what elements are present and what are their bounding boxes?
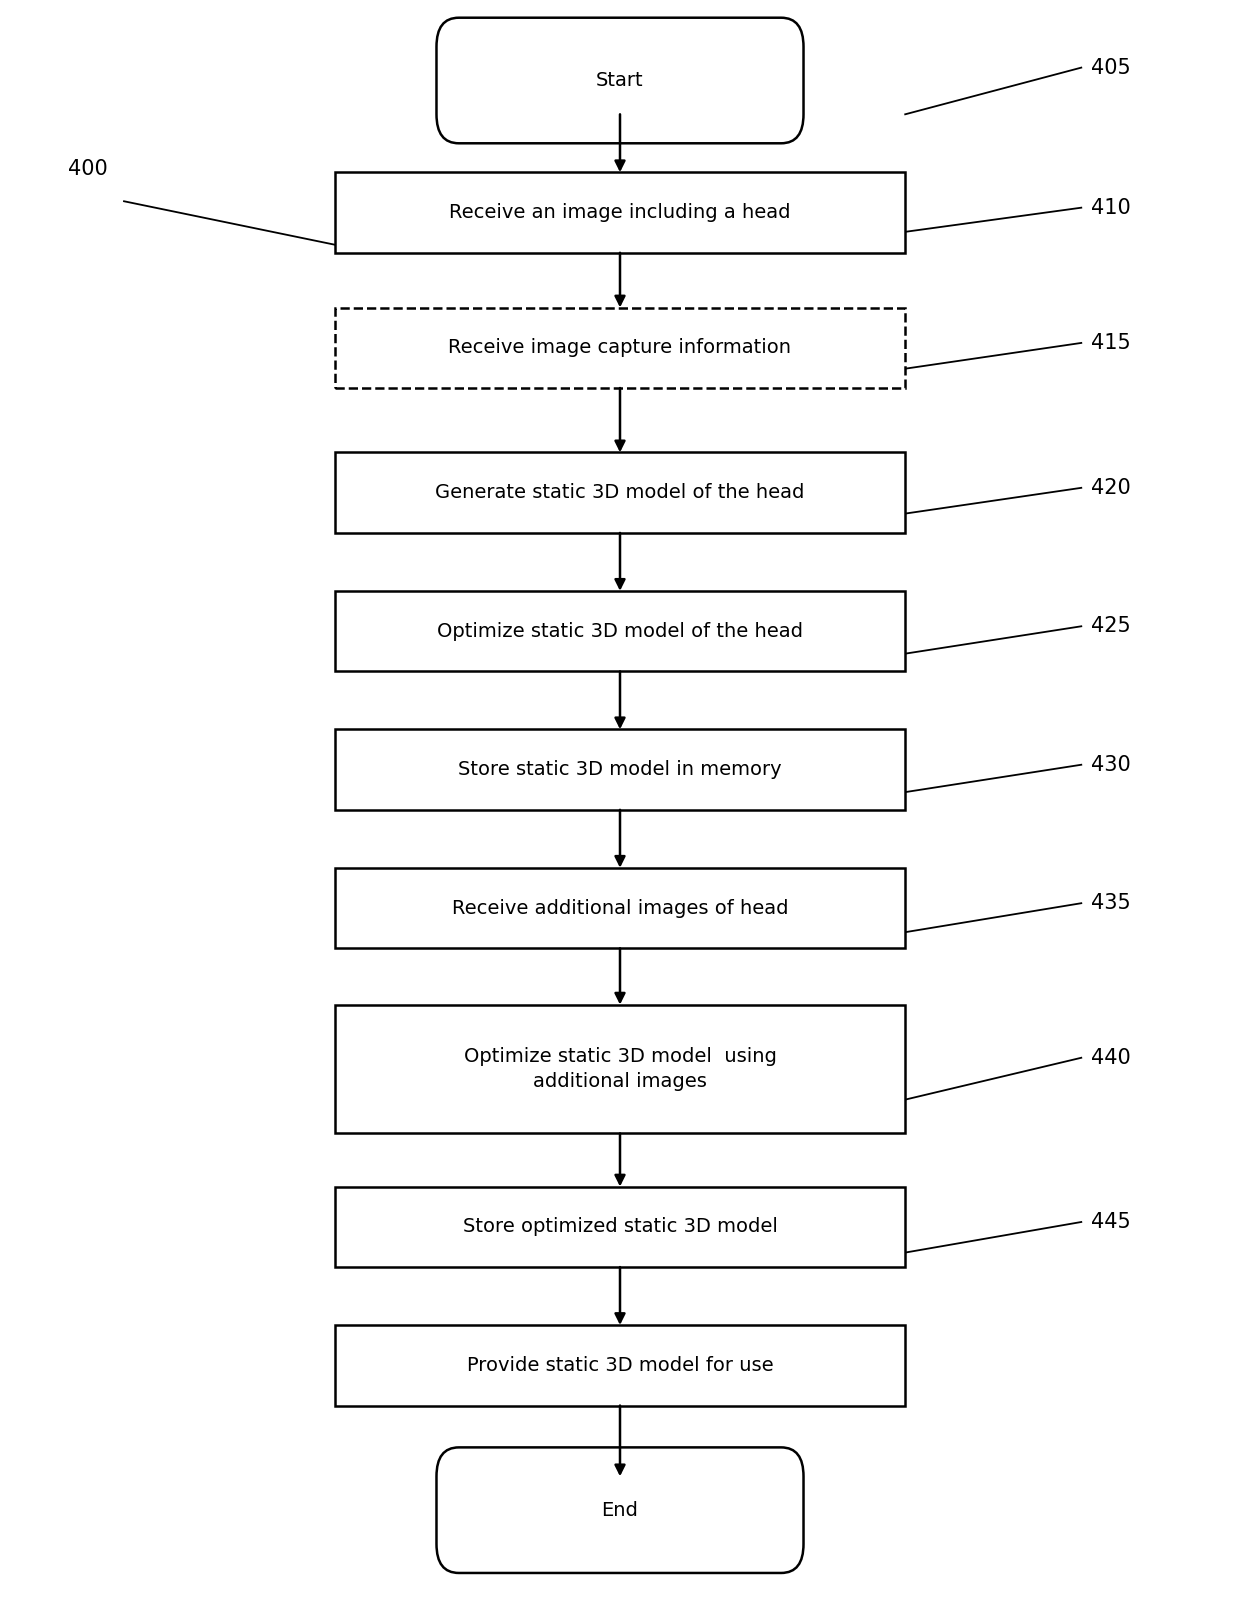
FancyBboxPatch shape xyxy=(436,18,804,143)
Text: 410: 410 xyxy=(1091,198,1131,217)
Text: 405: 405 xyxy=(1091,58,1131,77)
Text: Store optimized static 3D model: Store optimized static 3D model xyxy=(463,1217,777,1236)
Bar xyxy=(335,172,905,253)
Text: Optimize static 3D model of the head: Optimize static 3D model of the head xyxy=(436,621,804,641)
Text: Start: Start xyxy=(596,71,644,90)
Text: Generate static 3D model of the head: Generate static 3D model of the head xyxy=(435,483,805,502)
Text: Optimize static 3D model  using
additional images: Optimize static 3D model using additiona… xyxy=(464,1046,776,1092)
Text: 425: 425 xyxy=(1091,617,1131,636)
Text: Receive an image including a head: Receive an image including a head xyxy=(449,203,791,222)
Text: Receive additional images of head: Receive additional images of head xyxy=(451,898,789,918)
Text: 435: 435 xyxy=(1091,894,1131,913)
Bar xyxy=(335,452,905,533)
Text: 430: 430 xyxy=(1091,755,1131,774)
Text: 400: 400 xyxy=(68,159,108,179)
Bar xyxy=(335,1005,905,1133)
Text: End: End xyxy=(601,1501,639,1520)
Bar xyxy=(335,868,905,948)
Bar xyxy=(335,308,905,388)
Text: 440: 440 xyxy=(1091,1048,1131,1067)
Text: Provide static 3D model for use: Provide static 3D model for use xyxy=(466,1356,774,1375)
Bar xyxy=(335,1325,905,1406)
FancyBboxPatch shape xyxy=(436,1447,804,1573)
Bar xyxy=(335,729,905,810)
Text: Receive image capture information: Receive image capture information xyxy=(449,338,791,357)
Text: 415: 415 xyxy=(1091,333,1131,353)
Bar xyxy=(335,591,905,671)
Text: 445: 445 xyxy=(1091,1212,1131,1232)
Bar xyxy=(335,1187,905,1267)
Text: Store static 3D model in memory: Store static 3D model in memory xyxy=(459,760,781,779)
Text: 420: 420 xyxy=(1091,478,1131,497)
